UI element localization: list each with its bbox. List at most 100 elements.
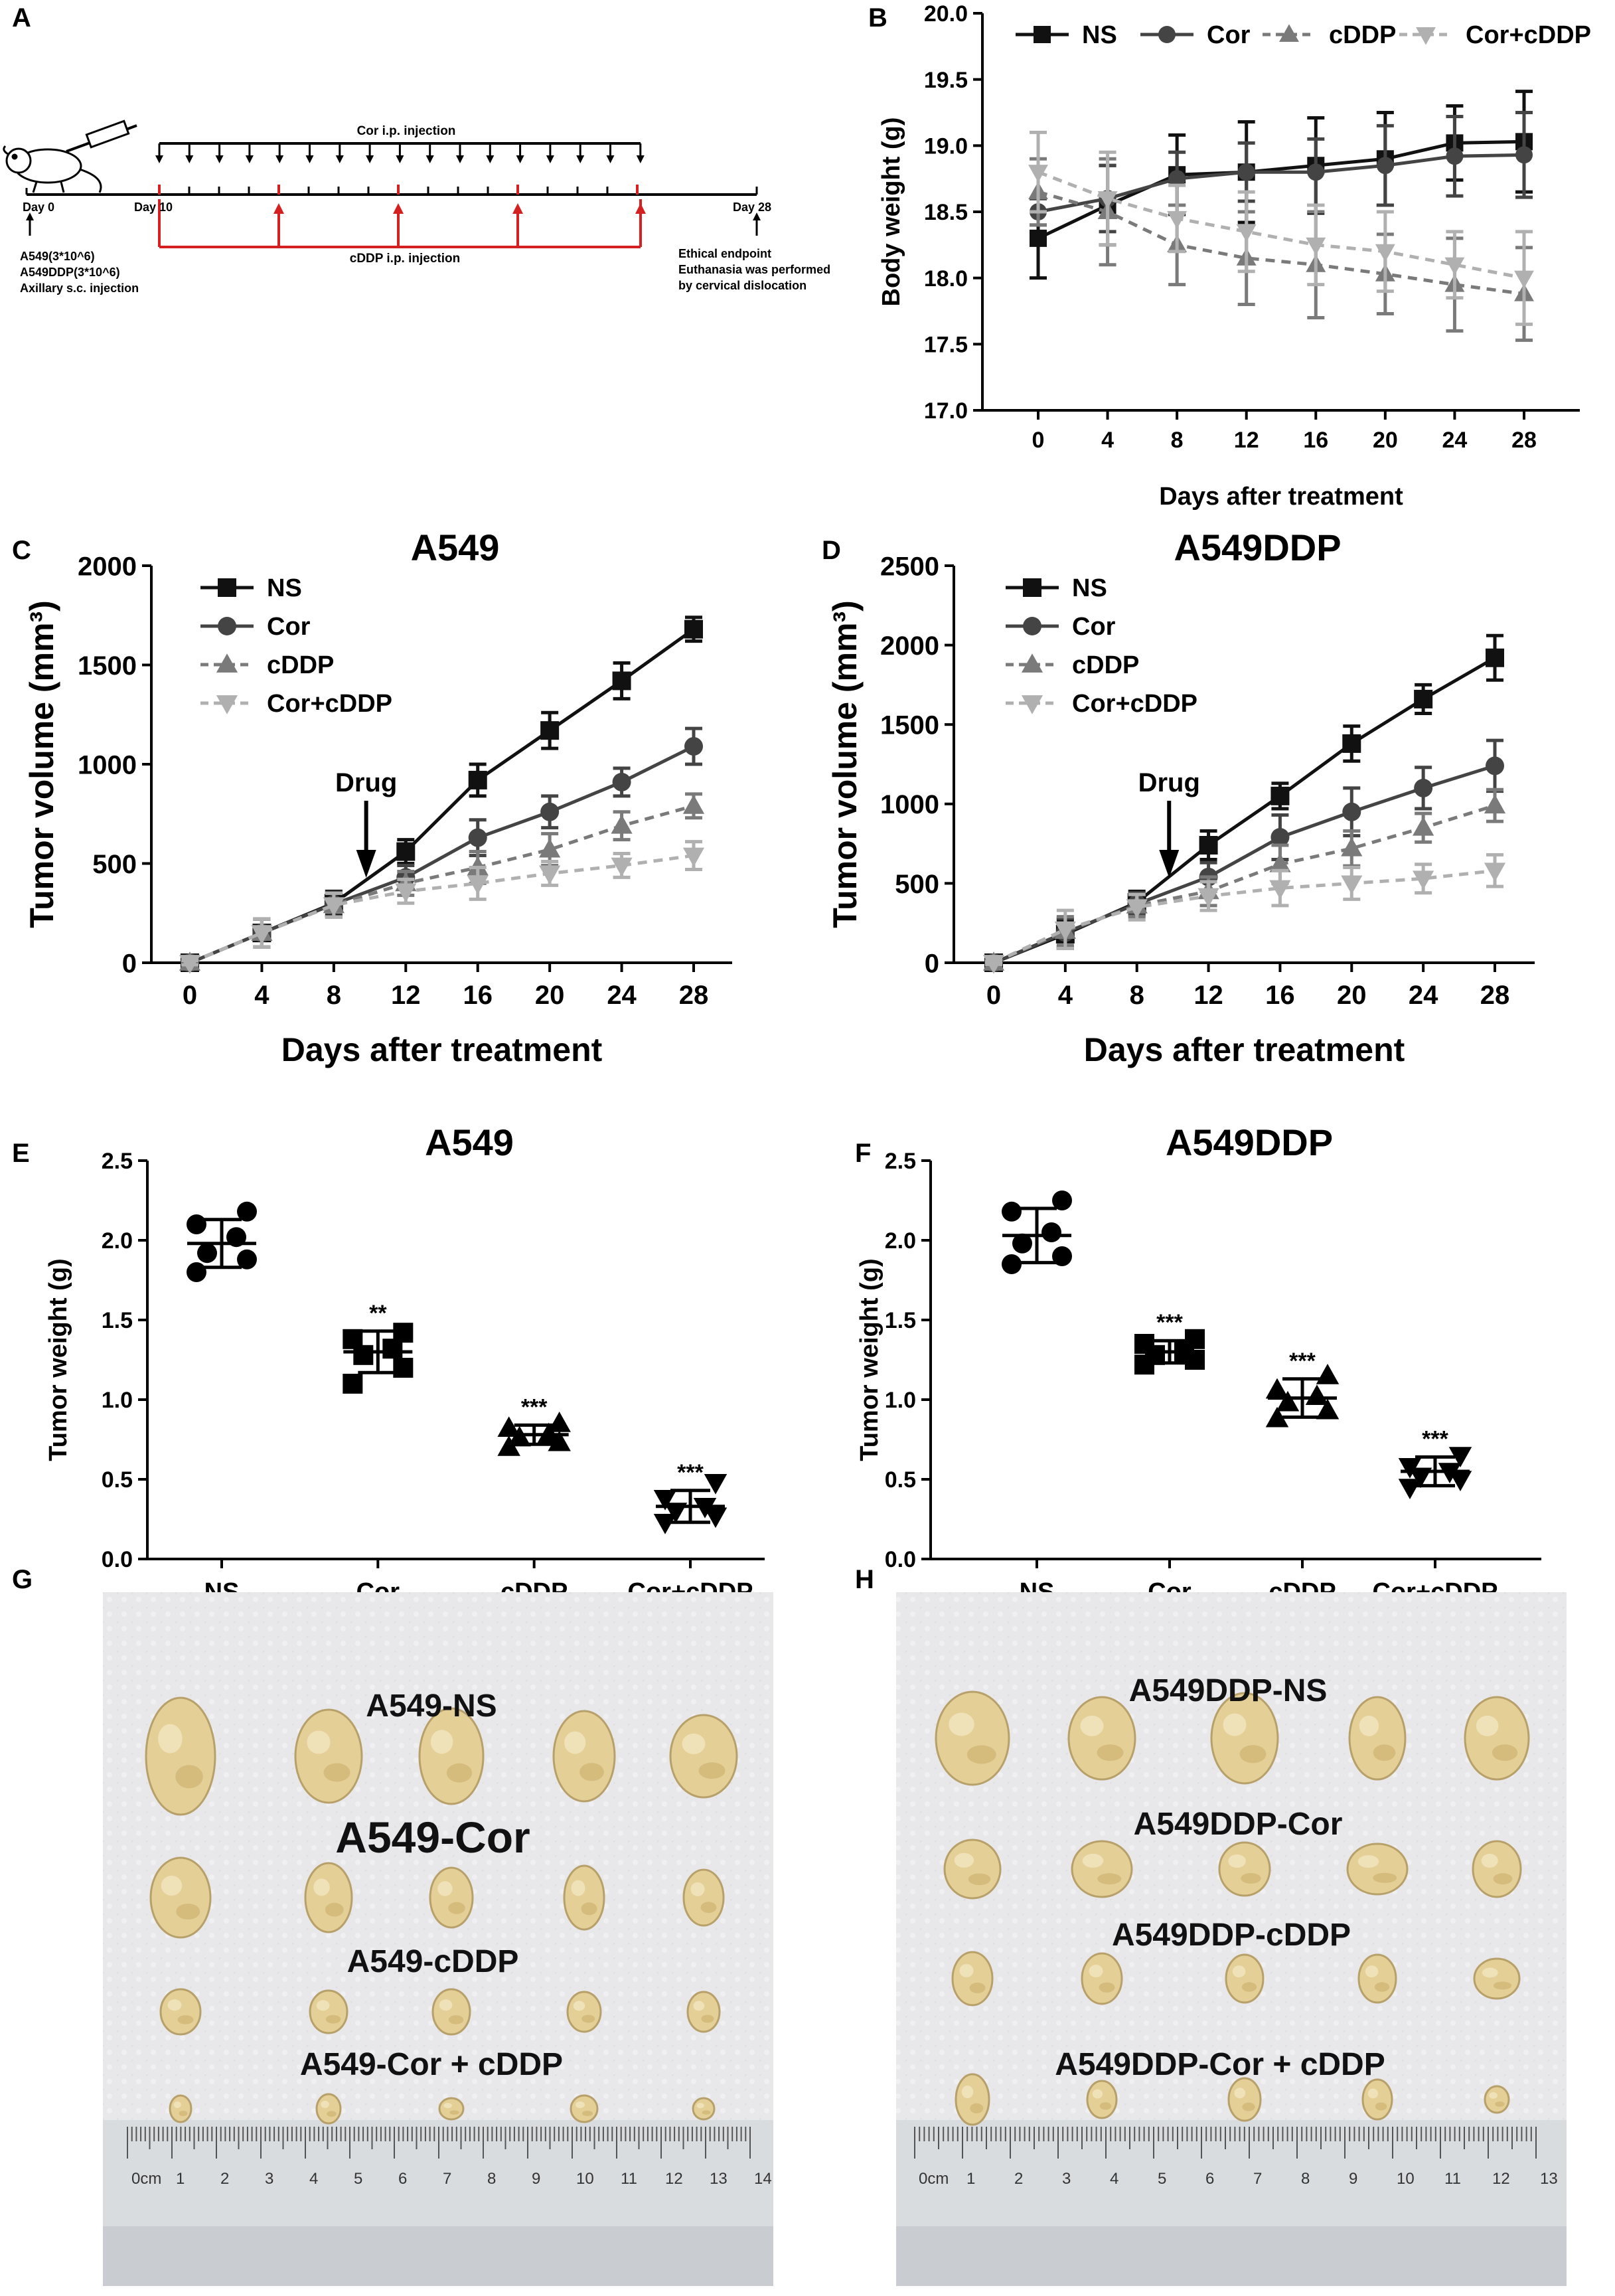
- legend-marker-cor-plus-cddp: [216, 695, 238, 714]
- tumor-highlight: [959, 1964, 974, 1977]
- cor-arrow-head: [305, 155, 314, 163]
- x-tick-label: 12: [1193, 981, 1223, 1010]
- legend-label-cddp: cDDP: [1072, 651, 1139, 679]
- tumor-highlight: [307, 1730, 331, 1754]
- y-tick-label: 2.0: [102, 1228, 133, 1254]
- series-line-cor: [189, 744, 695, 965]
- tumor-shadow: [700, 1902, 717, 1914]
- tumor-body: [951, 1951, 994, 2007]
- tumor-body: [935, 1690, 1010, 1786]
- ruler-number: 12: [1492, 2170, 1510, 2188]
- tumor-body: [943, 1839, 1002, 1900]
- data-point-cor-plus-cddp: [1341, 875, 1363, 895]
- group-cddp: cDDP***: [497, 1394, 571, 1606]
- panel-b-label: B: [868, 3, 887, 33]
- photo-row-label: A549-Cor: [335, 1813, 530, 1862]
- x-tick-label: 16: [1265, 981, 1295, 1010]
- legend-marker-cor-plus-cddp: [1416, 27, 1436, 45]
- y-tick-label: 0.0: [885, 1547, 916, 1572]
- data-point-cor-plus-cddp: [653, 1514, 677, 1534]
- y-tick-label: 0.5: [102, 1467, 133, 1493]
- x-tick-label: 0: [183, 981, 197, 1010]
- y-tick-label: 2.0: [885, 1228, 916, 1254]
- tumor-highlight: [1234, 2088, 1246, 2099]
- ruler-number: 13: [710, 2170, 728, 2188]
- tumor-body: [1227, 2077, 1262, 2122]
- data-point-cddp: [1276, 1390, 1300, 1412]
- tumor-highlight: [949, 1712, 974, 1736]
- tumor-specimen: [1218, 1841, 1271, 1897]
- ruler-number: 6: [1205, 2170, 1214, 2188]
- tumor-shadow: [582, 2111, 593, 2116]
- tumor-specimen: [1071, 1840, 1133, 1898]
- cor-injection-arrows: [155, 143, 645, 163]
- data-point-cor: [1168, 170, 1186, 188]
- legend-label-ns: NS: [267, 574, 302, 602]
- tumor-body: [1218, 1841, 1271, 1897]
- data-point-cor-plus-cddp: [1444, 257, 1465, 276]
- data-point-ns: [1342, 734, 1361, 753]
- tumor-specimen: [1348, 1696, 1407, 1781]
- drug-arrow-head: [356, 850, 376, 878]
- data-point-cor-plus-cddp: [251, 925, 273, 944]
- tumor-highlight: [1365, 1965, 1379, 1978]
- data-point-cor-plus-cddp: [1438, 1463, 1462, 1483]
- data-point-cddp: [1265, 1378, 1289, 1399]
- tumor-specimen: [438, 2097, 465, 2121]
- tumor-photo-a549ddp: 0cm 1 2 3 4 5 6 7 8 9 10 11 12 13A549DDP-NSA549DDP-Co…: [896, 1592, 1567, 2286]
- tumor-shadow: [446, 1763, 473, 1783]
- cor-arrow-head: [516, 155, 524, 163]
- data-point-cor-plus-cddp: [1269, 880, 1291, 900]
- tumor-specimen: [566, 1991, 602, 2033]
- x-tick-label: 4: [254, 981, 269, 1010]
- data-point-cor-plus-cddp: [1413, 870, 1434, 890]
- tumor-shadow: [177, 2015, 194, 2024]
- photo-row-label: A549-cDDP: [347, 1944, 519, 1979]
- data-point-cor: [1307, 163, 1325, 181]
- panel-f-label: F: [855, 1139, 871, 1168]
- data-point-cddp: [1413, 816, 1434, 836]
- legend-marker-cor: [218, 617, 236, 635]
- x-axis-label: Days after treatment: [281, 1031, 603, 1068]
- ruler-number: 11: [621, 2170, 637, 2188]
- tumor-body: [1472, 1840, 1522, 1898]
- inoculation-line-2: A549DDP(3*10^6): [20, 266, 120, 279]
- ruler-number: 13: [1540, 2170, 1558, 2188]
- data-point-cor-plus-cddp: [682, 847, 705, 867]
- x-tick-label: 8: [1130, 981, 1144, 1010]
- data-point-ns: [396, 842, 416, 861]
- y-tick-label: 1.5: [885, 1308, 916, 1333]
- tumor-shadow: [448, 1902, 465, 1914]
- tumor-shadow: [325, 2014, 341, 2024]
- photo-row-label: A549-Cor + cDDP: [300, 2047, 563, 2082]
- data-point-ns: [1052, 1246, 1072, 1266]
- data-point-cor-plus-cddp: [179, 955, 201, 974]
- drug-annotation: Drug: [335, 768, 397, 797]
- tumor-highlight: [961, 2086, 974, 2099]
- data-point-cor-plus-cddp: [1126, 899, 1148, 919]
- data-point-cor-plus-cddp: [1197, 888, 1219, 908]
- data-point-ns: [1052, 1190, 1072, 1210]
- tumor-highlight: [1367, 2088, 1379, 2099]
- tumor-body: [304, 1862, 353, 1933]
- tumor-shadow: [327, 2111, 337, 2117]
- legend-label-cddp: cDDP: [267, 651, 334, 679]
- data-point-cddp: [1265, 1406, 1289, 1428]
- tumor-body: [438, 2097, 465, 2121]
- data-point-cddp: [537, 1422, 560, 1443]
- tumor-body: [1225, 1953, 1265, 2004]
- tumor-shadow: [702, 2110, 711, 2115]
- tumor-specimen: [431, 1988, 471, 2036]
- legend-label-ns: NS: [1082, 21, 1117, 49]
- cor-arrow-head: [335, 155, 344, 163]
- tumor-body: [309, 1989, 348, 2034]
- tumor-body: [1081, 1952, 1123, 2005]
- tumor-highlight: [1489, 2092, 1498, 2099]
- ruler-edge: [896, 2226, 1567, 2286]
- y-tick-label: 2000: [78, 552, 137, 581]
- data-point-cor-plus-cddp: [1028, 165, 1048, 183]
- tumor-specimen: [1361, 2078, 1393, 2121]
- tumor-shadow: [1241, 1982, 1257, 1992]
- ruler-number: 9: [1349, 2170, 1357, 2188]
